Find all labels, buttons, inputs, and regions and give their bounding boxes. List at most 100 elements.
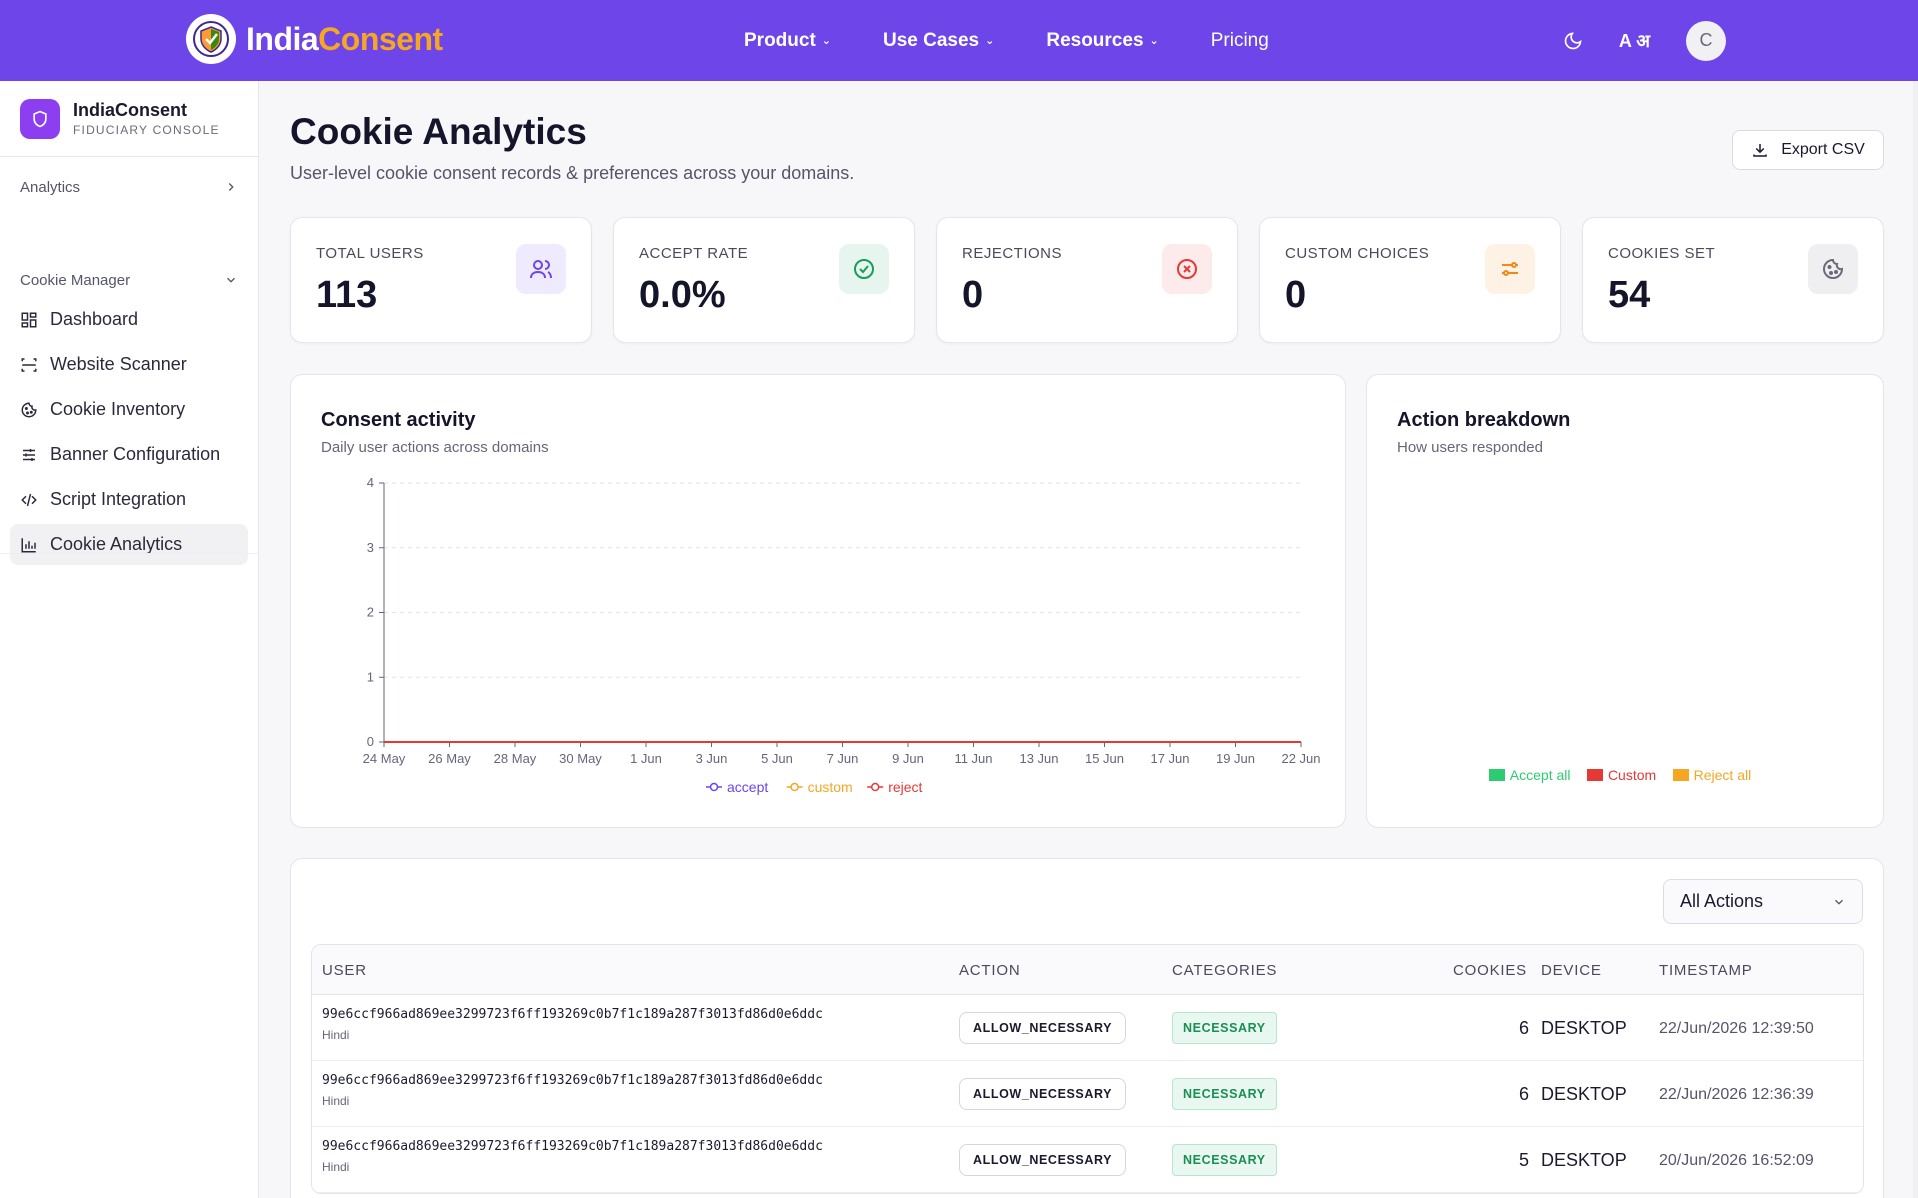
code-icon [21,493,37,506]
y-tick-label: 4 [367,475,374,490]
timestamp: 20/Jun/2026 16:52:09 [1659,1152,1814,1169]
shield-logo-icon [186,14,236,64]
shield-icon [20,98,60,139]
sidebar-title: IndiaConsent [73,100,188,120]
consent-activity-card: Consent activity Daily user actions acro… [290,374,1346,828]
page-subtitle: User-level cookie consent records & pref… [290,163,855,183]
legend-item-custom[interactable]: Custom [1586,767,1656,783]
breakdown-title: Action breakdown [1397,409,1571,431]
column-header-device: DEVICE [1541,962,1602,979]
sidebar-menu: Dashboard Website Scanner Cookie Invento… [0,295,258,565]
x-tick-label: 13 Jun [1019,751,1058,766]
device-type: DESKTOP [1541,1084,1627,1104]
y-tick-label: 0 [367,734,374,749]
nav-actions: A अ C [1563,0,1726,81]
chart-subtitle: Daily user actions across domains [321,439,549,456]
user-id: 99e6ccf966ad869ee3299723f6ff193269c0b7f1… [322,1007,823,1022]
sidebar-section-analytics[interactable]: Analytics [0,157,258,217]
table-row[interactable]: 99e6ccf966ad869ee3299723f6ff193269c0b7f1… [312,995,1863,1061]
category-badge: NECESSARY [1172,1144,1277,1176]
cookie-icon [21,401,37,417]
column-header-user: USER [322,962,367,979]
y-tick-label: 2 [367,605,374,620]
action-badge: ALLOW_NECESSARY [959,1078,1127,1110]
x-tick-label: 19 Jun [1216,751,1255,766]
user-id: 99e6ccf966ad869ee3299723f6ff193269c0b7f1… [322,1073,823,1088]
sidebar-item-cookie-inventory[interactable]: Cookie Inventory [10,389,248,430]
sidebar-item-cookie-analytics[interactable]: Cookie Analytics [10,524,248,565]
sliders-icon [1485,244,1535,294]
chevron-right-icon [228,183,234,191]
brand-name: IndiaConsent [246,20,443,57]
stat-card-cookies-set: COOKIES SET 54 [1582,217,1884,343]
nav-link-use-cases[interactable]: Use Cases ⌄ [883,29,995,51]
user-id: 99e6ccf966ad869ee3299723f6ff193269c0b7f1… [322,1139,823,1154]
legend-marker [790,782,799,792]
sidebar-item-script-integration[interactable]: Script Integration [10,479,248,520]
category-badge: NECESSARY [1172,1012,1277,1044]
stat-card-rejections: REJECTIONS 0 [936,217,1238,343]
nav-link-product[interactable]: Product ⌄ [744,29,831,51]
nav-link-resources[interactable]: Resources ⌄ [1046,29,1159,51]
column-header-action: ACTION [959,962,1021,979]
dashboard-icon [21,312,37,327]
moon-icon [1564,31,1582,49]
table-header: USER ACTION CATEGORIES COOKIES DEVICE TI… [312,945,1863,995]
chevron-down-icon: ⌄ [1149,35,1159,47]
users-icon [516,244,566,294]
sidebar-section-cookie-manager[interactable]: Cookie Manager [0,265,258,295]
action-badge: ALLOW_NECESSARY [959,1144,1127,1176]
legend-item-accept-all[interactable]: Accept all [1488,767,1570,783]
legend-marker [870,782,880,792]
dark-mode-toggle[interactable] [1563,31,1583,51]
legend-item-reject-all[interactable]: Reject all [1672,767,1751,783]
chevron-down-icon [227,277,235,283]
sidebar: IndiaConsent FIDUCIARY CONSOLE Analytics… [0,81,259,1198]
sidebar-header: IndiaConsent FIDUCIARY CONSOLE [0,81,258,157]
column-header-timestamp: TIMESTAMP [1659,962,1753,979]
legend-swatch [1586,769,1603,781]
sidebar-item-banner-configuration[interactable]: Banner Configuration [10,434,248,475]
x-tick-label: 24 May [363,751,406,766]
table-row[interactable]: 99e6ccf966ad869ee3299723f6ff193269c0b7f1… [312,1127,1863,1193]
legend-marker [709,782,719,792]
export-csv-button[interactable]: Export CSV [1732,130,1884,170]
action-breakdown-card: Action breakdown How users responded Acc… [1366,374,1884,828]
x-tick-label: 26 May [428,751,471,766]
brand-logo-link[interactable]: IndiaConsent [186,14,443,64]
sidebar-subtitle: FIDUCIARY CONSOLE [73,123,220,137]
scan-icon [21,357,37,372]
stat-card-accept-rate: ACCEPT RATE 0.0% [613,217,915,343]
x-tick-label: 17 Jun [1150,751,1189,766]
table-row[interactable]: 99e6ccf966ad869ee3299723f6ff193269c0b7f1… [312,1061,1863,1127]
stat-cards: TOTAL USERS 113 ACCEPT RATE 0.0% REJECTI… [290,217,1884,343]
download-icon [1753,144,1767,157]
x-tick-label: 22 Jun [1281,751,1320,766]
x-tick-label: 15 Jun [1085,751,1124,766]
device-type: DESKTOP [1541,1018,1627,1038]
x-tick-label: 28 May [494,751,537,766]
sidebar-item-website-scanner[interactable]: Website Scanner [10,344,248,385]
timestamp: 22/Jun/2026 12:36:39 [1659,1086,1814,1103]
language-toggle[interactable]: A अ [1618,30,1650,51]
main-content: Cookie Analytics User-level cookie conse… [260,81,1918,1198]
page-scrollbar[interactable] [1913,81,1918,1198]
action-filter-select[interactable]: All Actions [1663,879,1863,924]
legend-swatch [1488,769,1505,781]
legend-label-custom: custom [808,779,853,795]
bar-chart-icon [21,537,36,552]
nav-link-pricing[interactable]: Pricing [1210,29,1269,51]
column-header-categories: CATEGORIES [1172,962,1278,979]
column-header-cookies: COOKIES [1453,962,1527,979]
category-badge: NECESSARY [1172,1078,1277,1110]
chevron-down-icon: ⌄ [821,35,831,47]
user-avatar[interactable]: C [1686,20,1726,61]
consent-records-table: USER ACTION CATEGORIES COOKIES DEVICE TI… [311,944,1864,1194]
breakdown-legend: Accept all Custom Reject all [1367,767,1885,786]
sidebar-item-dashboard[interactable]: Dashboard [10,299,248,340]
x-tick-label: 5 Jun [761,751,793,766]
user-language: Hindi [322,1160,350,1174]
legend-label-reject: reject [888,779,922,795]
cookie-icon [1808,244,1858,294]
x-tick-label: 1 Jun [630,751,662,766]
